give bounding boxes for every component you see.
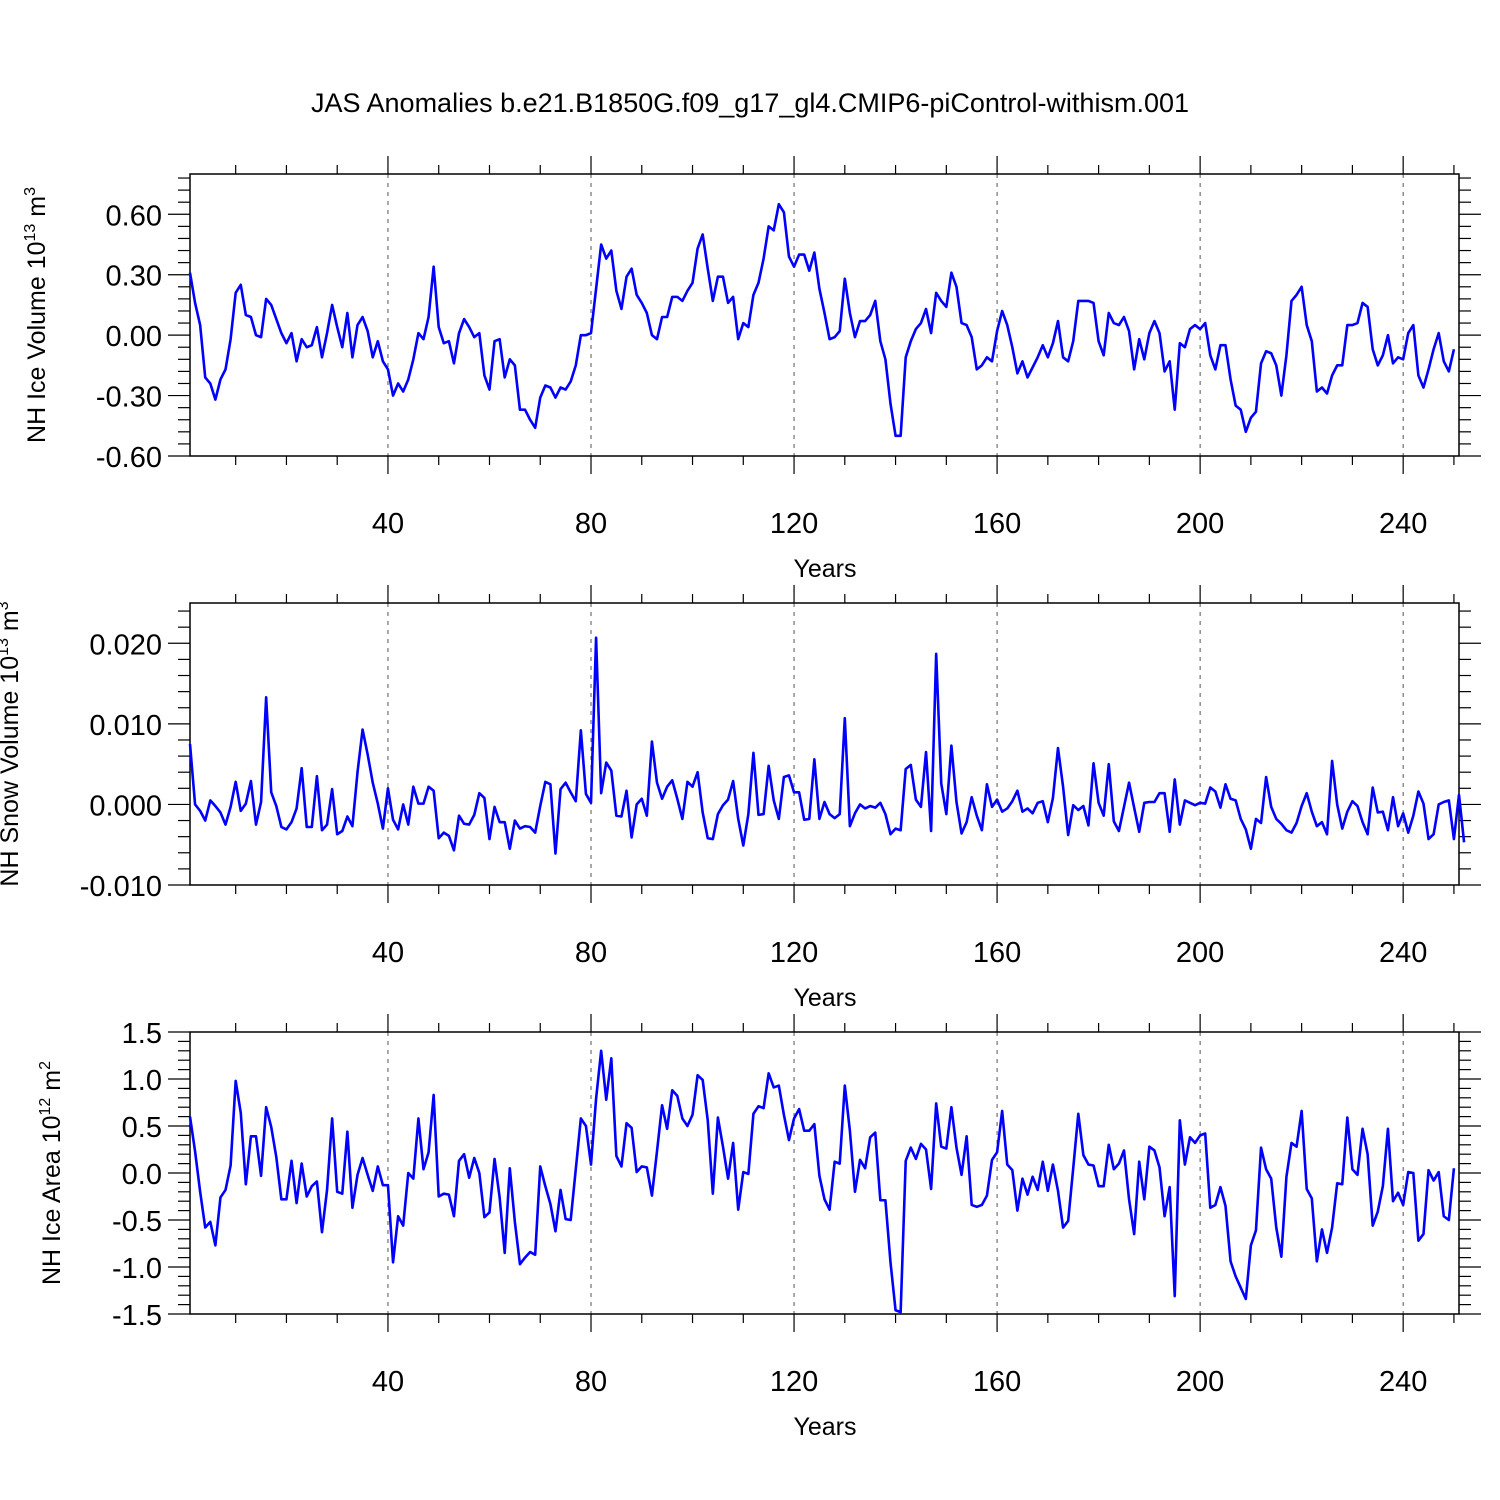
x-axis-title: Years — [793, 1413, 856, 1441]
panel-snow-volume: -0.010 0.000 0.010 0.020 40 80 120 160 200 240 Yea… — [0, 585, 1481, 1012]
y-tick-label: 0.000 — [89, 790, 162, 822]
x-axis-title: Years — [793, 555, 856, 583]
x-tick-label: 40 — [372, 1366, 404, 1398]
x-tick-label: 240 — [1379, 937, 1427, 969]
y-axis-title: NH Ice Volume 1013 m3 — [22, 187, 51, 443]
x-tick-label: 80 — [575, 1366, 607, 1398]
series-line-ice-area — [188, 1049, 1456, 1314]
x-tick-label: 120 — [770, 508, 818, 540]
y-axis-title: NH Snow Volume 1013 m3 — [0, 601, 24, 886]
y-tick-label: -0.010 — [80, 871, 162, 903]
x-tick-label: 40 — [372, 937, 404, 969]
y-axis-title-main: NH Ice Volume 10 — [23, 241, 51, 443]
y-axis-title-exponent: 12 — [37, 1098, 54, 1116]
x-tick-label: 200 — [1176, 937, 1224, 969]
y-axis-title-unit: m — [38, 1070, 66, 1098]
y-axis-title-exponent: 13 — [22, 224, 39, 242]
y-tick-label: 0.60 — [106, 200, 162, 232]
y-tick-label: 0.020 — [89, 629, 162, 661]
y-tick-label: 0.5 — [122, 1112, 162, 1144]
series-line-ice-volume — [188, 202, 1456, 438]
y-tick-label: -0.60 — [96, 442, 162, 474]
y-tick-label: -0.30 — [96, 382, 162, 414]
y-axis-title-unit: m — [0, 610, 24, 638]
x-tick-label: 160 — [973, 1366, 1021, 1398]
x-tick-label: 80 — [575, 937, 607, 969]
y-axis-title-unit-exponent: 3 — [0, 601, 12, 610]
y-axis-title-main: NH Ice Area 10 — [38, 1115, 66, 1285]
x-tick-label: 200 — [1176, 508, 1224, 540]
y-tick-label: 0.00 — [106, 321, 162, 353]
x-tick-label: 160 — [973, 508, 1021, 540]
y-axis-title-unit-exponent: 3 — [22, 187, 39, 196]
y-axis-title-exponent: 13 — [0, 638, 12, 656]
x-axis-title: Years — [793, 984, 856, 1012]
y-axis-title-unit: m — [23, 196, 51, 224]
panel-ice-volume: -0.60 -0.30 0.00 0.30 0.60 40 80 120 160 200 240 Ye… — [22, 156, 1481, 583]
figure-title: JAS Anomalies b.e21.B1850G.f09_g17_gl4.C… — [311, 88, 1189, 118]
y-tick-label: 0.30 — [106, 261, 162, 293]
x-tick-label: 200 — [1176, 1366, 1224, 1398]
y-axis-title-unit-exponent: 2 — [37, 1061, 54, 1070]
x-tick-label: 160 — [973, 937, 1021, 969]
series-line-snow-volume — [188, 636, 1466, 855]
x-tick-label: 80 — [575, 508, 607, 540]
x-tick-label: 120 — [770, 937, 818, 969]
x-tick-label: 240 — [1379, 508, 1427, 540]
y-tick-label: 1.0 — [122, 1065, 162, 1097]
y-tick-label: -0.5 — [112, 1206, 162, 1238]
x-tick-label: 120 — [770, 1366, 818, 1398]
x-tick-label: 40 — [372, 508, 404, 540]
plot-frame — [189, 602, 1460, 886]
plot-frame — [189, 1031, 1460, 1315]
y-axis-title-main: NH Snow Volume 10 — [0, 656, 24, 887]
panel-ice-area: -1.5 -1.0 -0.5 0.0 0.5 1.0 1.5 40 80 120 160 200 240… — [37, 1014, 1481, 1441]
y-tick-label: 0.010 — [89, 710, 162, 742]
y-tick-label: -1.0 — [112, 1253, 162, 1285]
y-tick-label: 1.5 — [122, 1018, 162, 1050]
x-tick-label: 240 — [1379, 1366, 1427, 1398]
y-axis-title: NH Ice Area 1012 m2 — [37, 1061, 66, 1285]
y-tick-label: -1.5 — [112, 1300, 162, 1332]
plot-frame — [189, 173, 1460, 457]
y-tick-label: 0.0 — [122, 1159, 162, 1191]
